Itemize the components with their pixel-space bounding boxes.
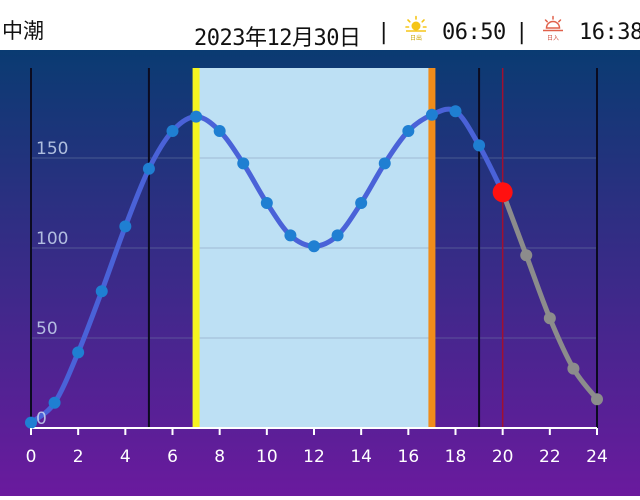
sunset-time: 16:38 [579,20,640,45]
current-tide-marker [492,182,513,203]
header-bar: 中潮 2023年12月30日 | 日出 06:50 | 日入 16:38 [0,0,640,51]
tide-point-future [567,362,580,375]
x-tick-label: 12 [303,447,325,467]
tide-point-future [520,249,533,262]
tide-point-future [591,393,603,406]
sunset-icon-label: 日入 [547,35,559,42]
tide-point-past [425,108,438,121]
tide-point-past [48,396,61,409]
y-tick-label: 0 [36,409,47,429]
x-tick-label: 14 [350,447,372,467]
tide-type-label: 中潮 [2,19,44,43]
x-tick-label: 18 [445,447,467,467]
separator: | [380,20,388,45]
tide-point-past [213,125,226,137]
sunrise-time: 06:50 [442,20,506,45]
tide-point-past [473,139,486,152]
tide-point-past [378,157,391,170]
tide-point-past [190,110,203,123]
x-tick-label: 16 [398,447,420,467]
sunset-icon: 日入 [543,15,563,42]
y-tick-label: 50 [36,319,58,339]
y-tick-label: 100 [36,229,68,249]
y-tick-label: 150 [36,139,68,159]
tide-point-past [331,229,344,242]
tide-chart: 0 2 4 6 8 10 12 14 16 18 20 22 24 0 50 100 150 [0,50,640,496]
tide-point-past [402,125,415,137]
tide-point-past [142,162,155,175]
x-tick-label: 0 [26,447,37,467]
tide-point-past [25,416,37,429]
x-tick-label: 20 [492,447,514,467]
sunrise-icon-label: 日出 [410,34,422,42]
sunrise-icon: 日出 [405,15,427,42]
date-label: 2023年12月30日 [194,26,361,51]
tide-point-past [166,125,179,137]
tide-point-past [95,285,108,298]
x-tick-label: 24 [586,447,608,467]
tide-point-future [543,312,556,325]
x-tick-label: 22 [539,447,561,467]
x-tick-label: 10 [256,447,278,467]
x-tick-label: 4 [120,447,131,467]
tide-point-past [308,240,320,253]
x-tick-label: 2 [73,447,84,467]
tide-point-past [449,105,462,118]
tide-point-past [260,197,273,209]
tide-point-past [237,157,250,170]
x-tick-label: 6 [167,447,178,467]
tide-point-past [284,229,297,242]
tide-point-past [355,197,368,209]
separator: | [518,20,526,45]
tide-point-past [119,220,132,233]
tide-point-past [72,346,85,359]
x-tick-label: 8 [214,447,225,467]
